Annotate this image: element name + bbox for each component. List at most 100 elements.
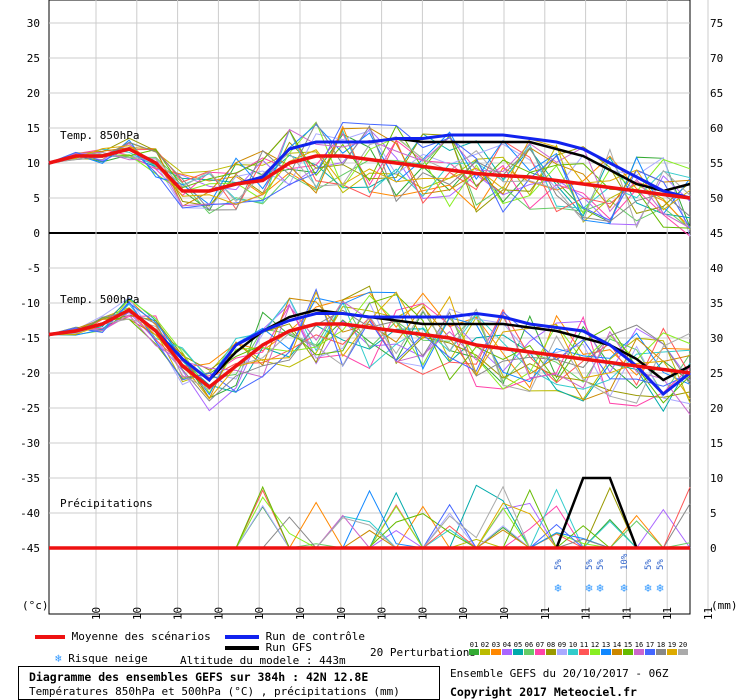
perturbation-swatch: 11 <box>579 641 589 655</box>
x-tick-label: 27/10 <box>335 607 348 620</box>
member-850-line <box>48 127 691 209</box>
mean-500-line <box>48 307 691 390</box>
perturbation-swatch: 02 <box>480 641 490 655</box>
right-tick-label: 55 <box>710 157 723 170</box>
x-tick-label: 01/11 <box>539 607 552 620</box>
perturbation-swatch: 03 <box>491 641 501 655</box>
perturbation-id: 18 <box>656 641 666 649</box>
left-tick-label: 0 <box>33 227 40 240</box>
snowflake-icon: ❄ <box>656 581 663 595</box>
perturbation-color <box>568 649 578 655</box>
snowflake-icon: ❄ <box>596 581 603 595</box>
right-tick-label: 20 <box>710 402 723 415</box>
perturbation-id: 17 <box>645 641 655 649</box>
snow-risk-percent: 5% <box>644 559 654 570</box>
member-850-line <box>48 136 691 229</box>
snowflake-icon: ❄ <box>644 581 651 595</box>
snow-risk-percent: 10% <box>620 553 630 570</box>
perturbation-color <box>546 649 556 655</box>
perturbation-id: 14 <box>612 641 622 649</box>
perturbation-id: 13 <box>601 641 611 649</box>
perturbation-color <box>502 649 512 655</box>
perturbation-swatch: 07 <box>535 641 545 655</box>
perturbation-id: 08 <box>546 641 556 649</box>
perturbation-swatch: 16 <box>634 641 644 655</box>
perturbation-swatch: 06 <box>524 641 534 655</box>
perturbation-color <box>612 649 622 655</box>
perturbation-swatch: 01 <box>469 641 479 655</box>
perturbation-color <box>623 649 633 655</box>
left-tick-label: -25 <box>20 402 40 415</box>
perturbation-id: 03 <box>491 641 501 649</box>
perturbation-id: 20 <box>678 641 688 649</box>
member-500-line <box>48 294 691 404</box>
right-tick-label: 35 <box>710 297 723 310</box>
left-tick-label: 10 <box>27 157 40 170</box>
perturbation-swatch: 17 <box>645 641 655 655</box>
right-tick-label: 60 <box>710 122 723 135</box>
perturbation-id: 06 <box>524 641 534 649</box>
legend-gfs-label: Run GFS <box>265 641 312 654</box>
x-tick-label: 04/11 <box>661 607 674 620</box>
panel-label-precip: Précipitations <box>60 497 153 510</box>
perturbation-color <box>535 649 545 655</box>
right-tick-label: 70 <box>710 52 723 65</box>
snow-risk-percent: 5% <box>585 559 595 570</box>
plot-area <box>48 0 691 615</box>
perturbation-color <box>656 649 666 655</box>
perturbation-id: 09 <box>557 641 567 649</box>
member-850-line <box>48 132 691 237</box>
member-500-line <box>48 294 691 394</box>
legend-gfs-swatch <box>225 646 259 650</box>
perturbation-swatch: 09 <box>557 641 567 655</box>
mean-850-line <box>48 147 691 200</box>
perturbation-id: 19 <box>667 641 677 649</box>
snow-risk-label: Risque neige <box>68 652 148 665</box>
panel-label-850: Temp. 850hPa <box>60 129 139 142</box>
member-850-line <box>48 121 691 223</box>
snow-risk-percent: 5% <box>554 559 564 570</box>
left-tick-label: -40 <box>20 507 40 520</box>
perturbation-color <box>513 649 523 655</box>
perturbation-color <box>634 649 644 655</box>
right-unit: (mm) <box>711 599 738 612</box>
perturbation-color <box>590 649 600 655</box>
perturbation-swatch: 15 <box>623 641 633 655</box>
perturbation-swatch: 04 <box>502 641 512 655</box>
right-tick-label: 15 <box>710 437 723 450</box>
perturbation-swatch: 08 <box>546 641 556 655</box>
left-tick-label: 20 <box>27 87 40 100</box>
left-tick-label: 5 <box>33 192 40 205</box>
x-tick-label: 25/10 <box>253 607 266 620</box>
left-axis: 30 25 20 15 10 5 0 -5 -10 -15 -20 -25 -30 -35 -40 -45 <box>20 17 40 555</box>
perturbation-color <box>601 649 611 655</box>
perturbation-color <box>645 649 655 655</box>
x-tick-label: 26/10 <box>294 607 307 620</box>
x-tick-label: 28/10 <box>376 607 389 620</box>
perturbation-id: 02 <box>480 641 490 649</box>
x-tick-label: 05/11 <box>702 607 715 620</box>
snow-risk-percent: 5% <box>656 559 666 570</box>
x-axis-labels: 21/10 22/10 23/10 24/10 25/10 26/10 27/10 28/10… <box>90 607 715 620</box>
left-tick-label: -45 <box>20 542 40 555</box>
perturbation-color <box>469 649 479 655</box>
legend-mean: Moyenne des scénarios <box>35 630 211 643</box>
perturbation-color <box>524 649 534 655</box>
snowflake-icon: ❄ <box>554 581 561 595</box>
left-tick-label: -20 <box>20 367 40 380</box>
perturbation-swatch: 14 <box>612 641 622 655</box>
right-tick-label: 25 <box>710 367 723 380</box>
member-850-line <box>48 124 691 229</box>
snow-risk-markers: 5%❄5%❄5%❄10%❄5%❄5%❄ <box>554 553 666 595</box>
x-tick-label: 21/10 <box>90 607 103 620</box>
perturbation-id: 12 <box>590 641 600 649</box>
right-tick-label: 10 <box>710 472 723 485</box>
snowflake-icon: ❄ <box>585 581 592 595</box>
main-series <box>48 133 691 550</box>
member-500-line <box>48 297 691 390</box>
right-tick-label: 40 <box>710 262 723 275</box>
perturbation-color <box>667 649 677 655</box>
member-500-line <box>48 290 691 400</box>
